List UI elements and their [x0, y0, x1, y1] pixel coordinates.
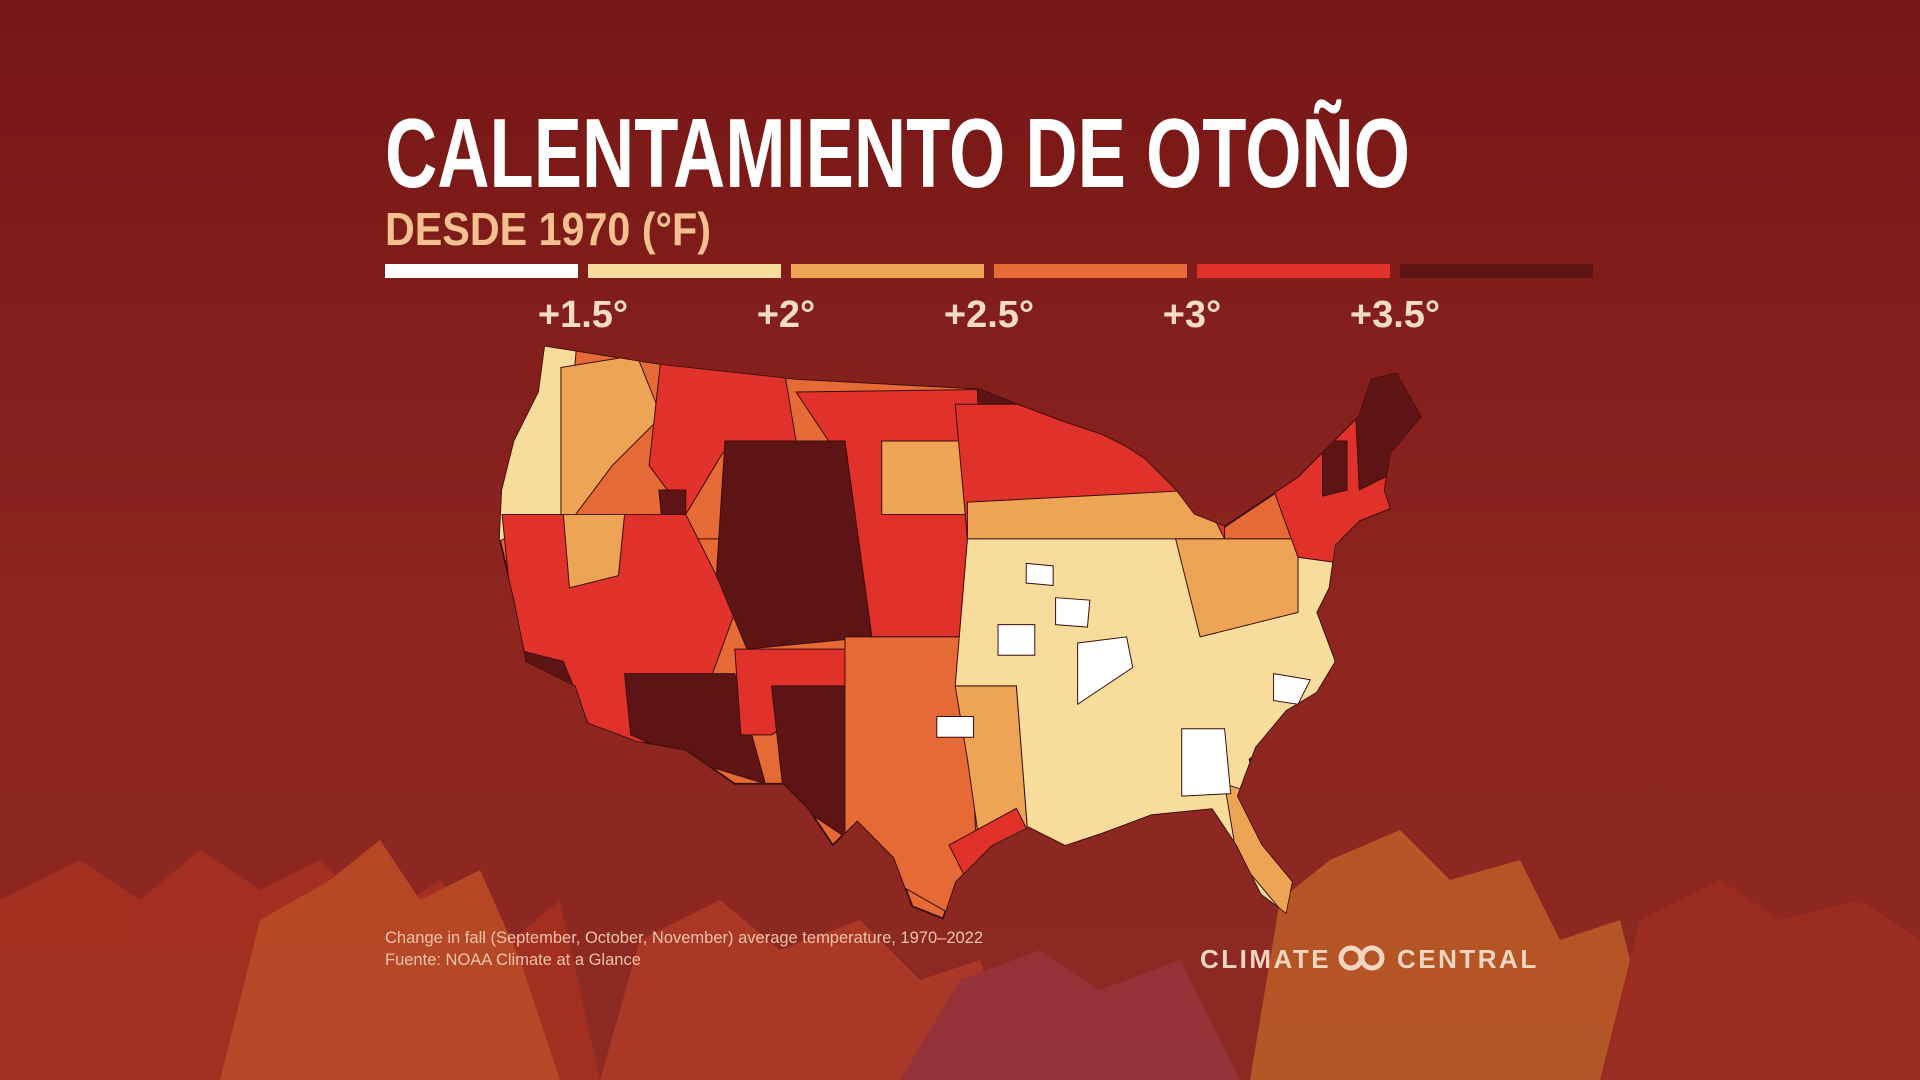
map-region — [936, 715, 975, 738]
title: CALENTAMIENTO DE OTOÑO — [385, 98, 1410, 208]
logo-text: CLIMATE — [1200, 944, 1331, 974]
legend-label: +2° — [757, 294, 816, 336]
footnote-line: Change in fall (September, October, Nove… — [385, 929, 983, 947]
legend-swatch — [588, 264, 781, 278]
legend-label: +3.5° — [1350, 294, 1440, 336]
logo-icon — [1359, 945, 1385, 971]
logo: CLIMATE CENTRAL — [1200, 944, 1539, 974]
map-region — [881, 440, 968, 515]
map-region — [562, 513, 626, 589]
map-region — [997, 624, 1036, 656]
map-region — [658, 489, 687, 515]
legend-label: +3° — [1163, 294, 1222, 336]
map-region — [1174, 538, 1299, 638]
legend: +1.5° +2° +2.5° +3° +3.5° — [385, 264, 1593, 336]
map-region — [1322, 440, 1348, 497]
legend-swatch — [1197, 264, 1390, 278]
footnote-line: Fuente: NOAA Climate at a Glance — [385, 951, 641, 969]
legend-swatch — [1400, 264, 1593, 278]
map-region — [1077, 636, 1134, 706]
legend-swatch — [791, 264, 984, 278]
logo-text: CENTRAL — [1397, 944, 1539, 974]
map-region — [1181, 728, 1232, 797]
map — [498, 345, 1422, 920]
subtitle: DESDE 1970 (°F) — [385, 203, 711, 255]
legend-label: +2.5° — [944, 294, 1034, 336]
leaves — [0, 830, 1920, 1080]
legend-label: +1.5° — [538, 294, 628, 336]
map-region — [1055, 597, 1091, 628]
map-region — [624, 673, 767, 785]
legend-swatch — [994, 264, 1187, 278]
map-region — [715, 440, 873, 650]
legend-swatch — [385, 264, 578, 278]
map-region — [1025, 562, 1054, 586]
